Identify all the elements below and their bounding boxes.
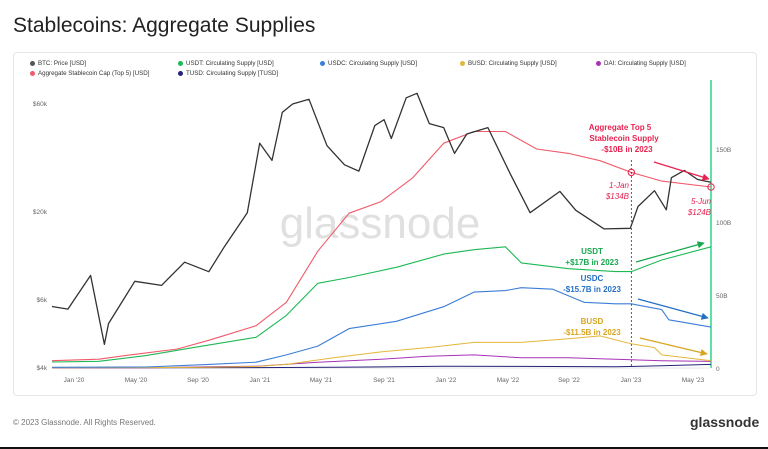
bottom-divider xyxy=(0,447,768,449)
copyright-text: © 2023 Glassnode. All Rights Reserved. xyxy=(13,418,156,427)
legend-item-busd[interactable]: BUSD: Circulating Supply [USD] xyxy=(460,60,557,67)
jun-marker-label-value: $124B xyxy=(687,208,712,217)
usdc-annotation-line1: USDC xyxy=(581,274,604,283)
legend-item-btc[interactable]: BTC: Price [USD] xyxy=(30,60,86,67)
agg-annotation-line3: -$10B in 2023 xyxy=(601,145,653,154)
agg-annotation-line2: Stablecoin Supply xyxy=(589,134,659,143)
chart-panel xyxy=(13,52,757,396)
legend-dot-icon xyxy=(460,60,465,66)
busd-annotation-line1: BUSD xyxy=(581,317,604,326)
data-marker-jan xyxy=(627,168,636,177)
usdc-annotation-line2: -$15.7B in 2023 xyxy=(563,285,621,294)
x-tick-label: Jan '23 xyxy=(621,377,642,384)
x-tick-label: May '21 xyxy=(310,377,333,384)
legend-item-usdc[interactable]: USDC: Circulating Supply [USD] xyxy=(320,60,417,67)
y-right-tick-label: 50B xyxy=(716,293,728,300)
jan-marker-label-date: 1-Jan xyxy=(609,181,630,190)
x-tick-label: Sep '20 xyxy=(187,377,209,384)
x-tick-label: May '22 xyxy=(497,377,520,384)
agg-annotation-arrow xyxy=(653,161,710,181)
legend-label: TUSD: Circulating Supply [TUSD] xyxy=(186,70,279,77)
x-tick-label: May '23 xyxy=(682,377,705,384)
jun-marker-label-date: 5-Jun xyxy=(691,197,712,206)
marker-layer xyxy=(627,168,715,191)
x-tick-label: Jan '20 xyxy=(64,377,85,384)
x-tick-label: Jan '22 xyxy=(436,377,457,384)
legend-dot-icon xyxy=(30,60,35,66)
x-tick-label: Jan '21 xyxy=(250,377,271,384)
y-left-tick-label: $20k xyxy=(33,209,48,216)
legend-item-dai[interactable]: DAI: Circulating Supply [USD] xyxy=(596,60,686,67)
agg-annotation-line1: Aggregate Top 5 xyxy=(589,123,652,132)
legend-item-tusd[interactable]: TUSD: Circulating Supply [TUSD] xyxy=(178,70,278,77)
y-left-tick-label: $60k xyxy=(33,101,48,108)
brand-logo: glassnode xyxy=(690,414,760,430)
legend-item-agg[interactable]: Aggregate Stablecoin Cap (Top 5) [USD] xyxy=(30,70,149,77)
y-left-tick-label: $6k xyxy=(37,297,48,304)
legend-dot-icon xyxy=(178,60,183,66)
legend-label: Aggregate Stablecoin Cap (Top 5) [USD] xyxy=(38,70,150,77)
legend-label: BUSD: Circulating Supply [USD] xyxy=(468,60,557,67)
busd-annotation-arrow xyxy=(639,337,708,356)
usdc-annotation-arrow xyxy=(637,298,709,320)
busd-annotation-line2: -$11.5B in 2023 xyxy=(563,328,621,337)
jan-marker-label-value: $134B xyxy=(605,192,630,201)
usdt-annotation-line2: +$17B in 2023 xyxy=(565,258,619,267)
x-tick-label: May '20 xyxy=(125,377,148,384)
legend-dot-icon xyxy=(596,60,601,66)
series-line-usdt[interactable] xyxy=(51,246,712,363)
x-tick-label: Sep '22 xyxy=(558,377,580,384)
y-left-tick-label: $4k xyxy=(37,365,48,372)
watermark-text: glassnode xyxy=(280,199,481,248)
series-line-agg[interactable] xyxy=(51,130,712,362)
legend-label: DAI: Circulating Supply [USD] xyxy=(604,60,686,67)
legend-label: USDT: Circulating Supply [USD] xyxy=(186,60,274,67)
usdt-annotation-line1: USDT xyxy=(581,247,603,256)
legend-dot-icon xyxy=(320,60,325,66)
legend-label: BTC: Price [USD] xyxy=(38,60,87,67)
legend-dot-icon xyxy=(30,70,35,76)
chart-title: Stablecoins: Aggregate Supplies xyxy=(13,14,316,37)
y-right-tick-label: 0 xyxy=(716,366,720,373)
series-line-usdc[interactable] xyxy=(51,287,712,368)
legend-label: USDC: Circulating Supply [USD] xyxy=(328,60,418,67)
y-right-tick-label: 150B xyxy=(716,147,731,154)
legend-item-usdt[interactable]: USDT: Circulating Supply [USD] xyxy=(178,60,274,67)
series-layer xyxy=(51,92,712,369)
series-line-dai[interactable] xyxy=(52,354,712,369)
usdt-annotation-arrow xyxy=(635,241,705,263)
y-right-tick-label: 100B xyxy=(716,220,731,227)
legend-dot-icon xyxy=(178,70,183,76)
data-marker-jun xyxy=(707,183,715,191)
x-tick-label: Sep '21 xyxy=(373,377,395,384)
series-line-busd[interactable] xyxy=(51,335,712,369)
